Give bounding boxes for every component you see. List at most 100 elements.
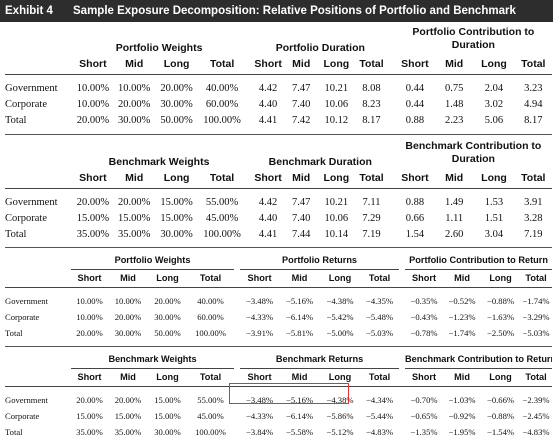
cell: 1.54 <box>405 228 425 240</box>
col-long: Long <box>156 372 179 382</box>
col-mid: Mid <box>454 372 470 382</box>
cell: 1.53 <box>484 196 504 208</box>
group-header: Portfolio Returns <box>282 255 358 266</box>
cell: −0.70% <box>410 395 438 405</box>
col-long: Long <box>489 273 512 283</box>
cell: 20.00% <box>76 395 103 405</box>
col-short: Short <box>77 273 102 283</box>
col-total: Total <box>209 171 235 184</box>
cell: −0.78% <box>410 328 438 338</box>
group-header: Portfolio Weights <box>115 42 203 54</box>
cell: 0.88 <box>405 196 425 208</box>
cell: −0.66% <box>487 395 515 405</box>
cell: 60.00% <box>205 98 239 110</box>
cell: 100.00% <box>195 427 226 437</box>
cell: 35.00% <box>76 427 103 437</box>
table-row: Total 35.00% 35.00% 30.00% 100.00% 4.41 … <box>5 226 552 242</box>
cell: 10.14 <box>324 228 349 240</box>
col-short: Short <box>77 372 102 382</box>
table-row: Corporate 15.00% 15.00% 15.00% 45.00% −4… <box>5 408 552 424</box>
group-header: Benchmark Contribution to Return <box>405 354 553 365</box>
cell: −1.03% <box>448 395 476 405</box>
table-row: Total 35.00% 35.00% 30.00% 100.00% −3.84… <box>5 424 552 440</box>
cell: 35.00% <box>114 427 142 437</box>
row-label: Total <box>5 328 23 338</box>
cell: 30.00% <box>160 98 193 110</box>
cell: 10.00% <box>76 312 103 322</box>
cell: −4.38% <box>326 395 354 405</box>
col-total: Total <box>359 171 384 184</box>
col-long: Long <box>323 171 350 184</box>
cell: 35.00% <box>118 228 151 240</box>
col-short: Short <box>254 171 282 184</box>
cell: 7.11 <box>362 196 381 208</box>
cell: 50.00% <box>154 328 181 338</box>
col-short: Short <box>254 57 282 70</box>
cell: −5.16% <box>285 296 314 306</box>
cell: 1.11 <box>445 212 464 224</box>
cell: 10.21 <box>324 82 349 94</box>
cell: 20.00% <box>114 312 142 322</box>
cell: −0.92% <box>448 411 476 421</box>
cell: 8.23 <box>362 98 381 110</box>
cell: −4.83% <box>522 427 550 437</box>
cell: −5.81% <box>285 328 314 338</box>
cell: −1.95% <box>448 427 476 437</box>
col-short: Short <box>401 57 429 70</box>
cell: 8.17 <box>362 114 381 126</box>
cell: −6.14% <box>285 312 314 322</box>
row-label: Total <box>5 228 27 240</box>
col-long: Long <box>489 372 512 382</box>
cell: −0.52% <box>448 296 476 306</box>
cell: −1.35% <box>410 427 438 437</box>
cell: 5.06 <box>484 114 504 126</box>
col-short: Short <box>247 372 272 382</box>
cell: −5.03% <box>366 328 394 338</box>
cell: −1.74% <box>448 328 476 338</box>
row-label: Government <box>5 395 48 405</box>
col-long: Long <box>323 57 350 70</box>
cell: 7.19 <box>524 228 543 240</box>
exhibit-banner: Exhibit 4 Sample Exposure Decomposition:… <box>0 0 553 22</box>
cell: −5.16% <box>286 395 314 405</box>
table-row: Total 20.00% 30.00% 50.00% 100.00% 4.41 … <box>5 112 552 128</box>
cell: −5.03% <box>522 328 550 338</box>
col-mid: Mid <box>445 171 464 184</box>
cell: 7.44 <box>291 228 311 240</box>
row-label: Corporate <box>5 411 40 421</box>
cell: 40.00% <box>205 82 239 94</box>
col-total: Total <box>199 273 222 283</box>
cell: 45.00% <box>197 411 224 421</box>
cell: 10.06 <box>324 212 349 224</box>
cell: 55.00% <box>205 196 239 208</box>
col-total: Total <box>525 273 547 283</box>
col-short: Short <box>412 372 437 382</box>
row-label: Total <box>5 427 23 437</box>
col-long: Long <box>328 273 352 283</box>
cell: −3.91% <box>245 328 274 338</box>
row-label: Corporate <box>5 212 47 224</box>
cell: −2.50% <box>487 328 515 338</box>
col-mid: Mid <box>445 57 464 70</box>
section-divider <box>5 346 552 347</box>
cell: 7.42 <box>292 114 311 126</box>
cell: 4.41 <box>258 114 278 126</box>
cell: 15.00% <box>160 196 193 208</box>
cell: 50.00% <box>160 114 193 126</box>
exhibit-title: Sample Exposure Decomposition: Relative … <box>73 5 516 17</box>
col-short: Short <box>401 171 429 184</box>
cell: 30.00% <box>118 114 151 126</box>
cell: −4.33% <box>246 411 274 421</box>
col-short: Short <box>79 171 107 184</box>
col-mid: Mid <box>291 372 308 382</box>
cell: 0.44 <box>405 82 425 94</box>
cell: 10.00% <box>114 296 142 306</box>
cell: 3.91 <box>524 196 543 208</box>
col-mid: Mid <box>291 273 308 283</box>
cell: −4.83% <box>366 427 394 437</box>
cell: −4.38% <box>326 296 354 306</box>
col-mid: Mid <box>120 273 136 283</box>
cell: −1.23% <box>448 312 476 322</box>
cell: −4.35% <box>366 296 394 306</box>
row-label: Government <box>5 82 58 94</box>
